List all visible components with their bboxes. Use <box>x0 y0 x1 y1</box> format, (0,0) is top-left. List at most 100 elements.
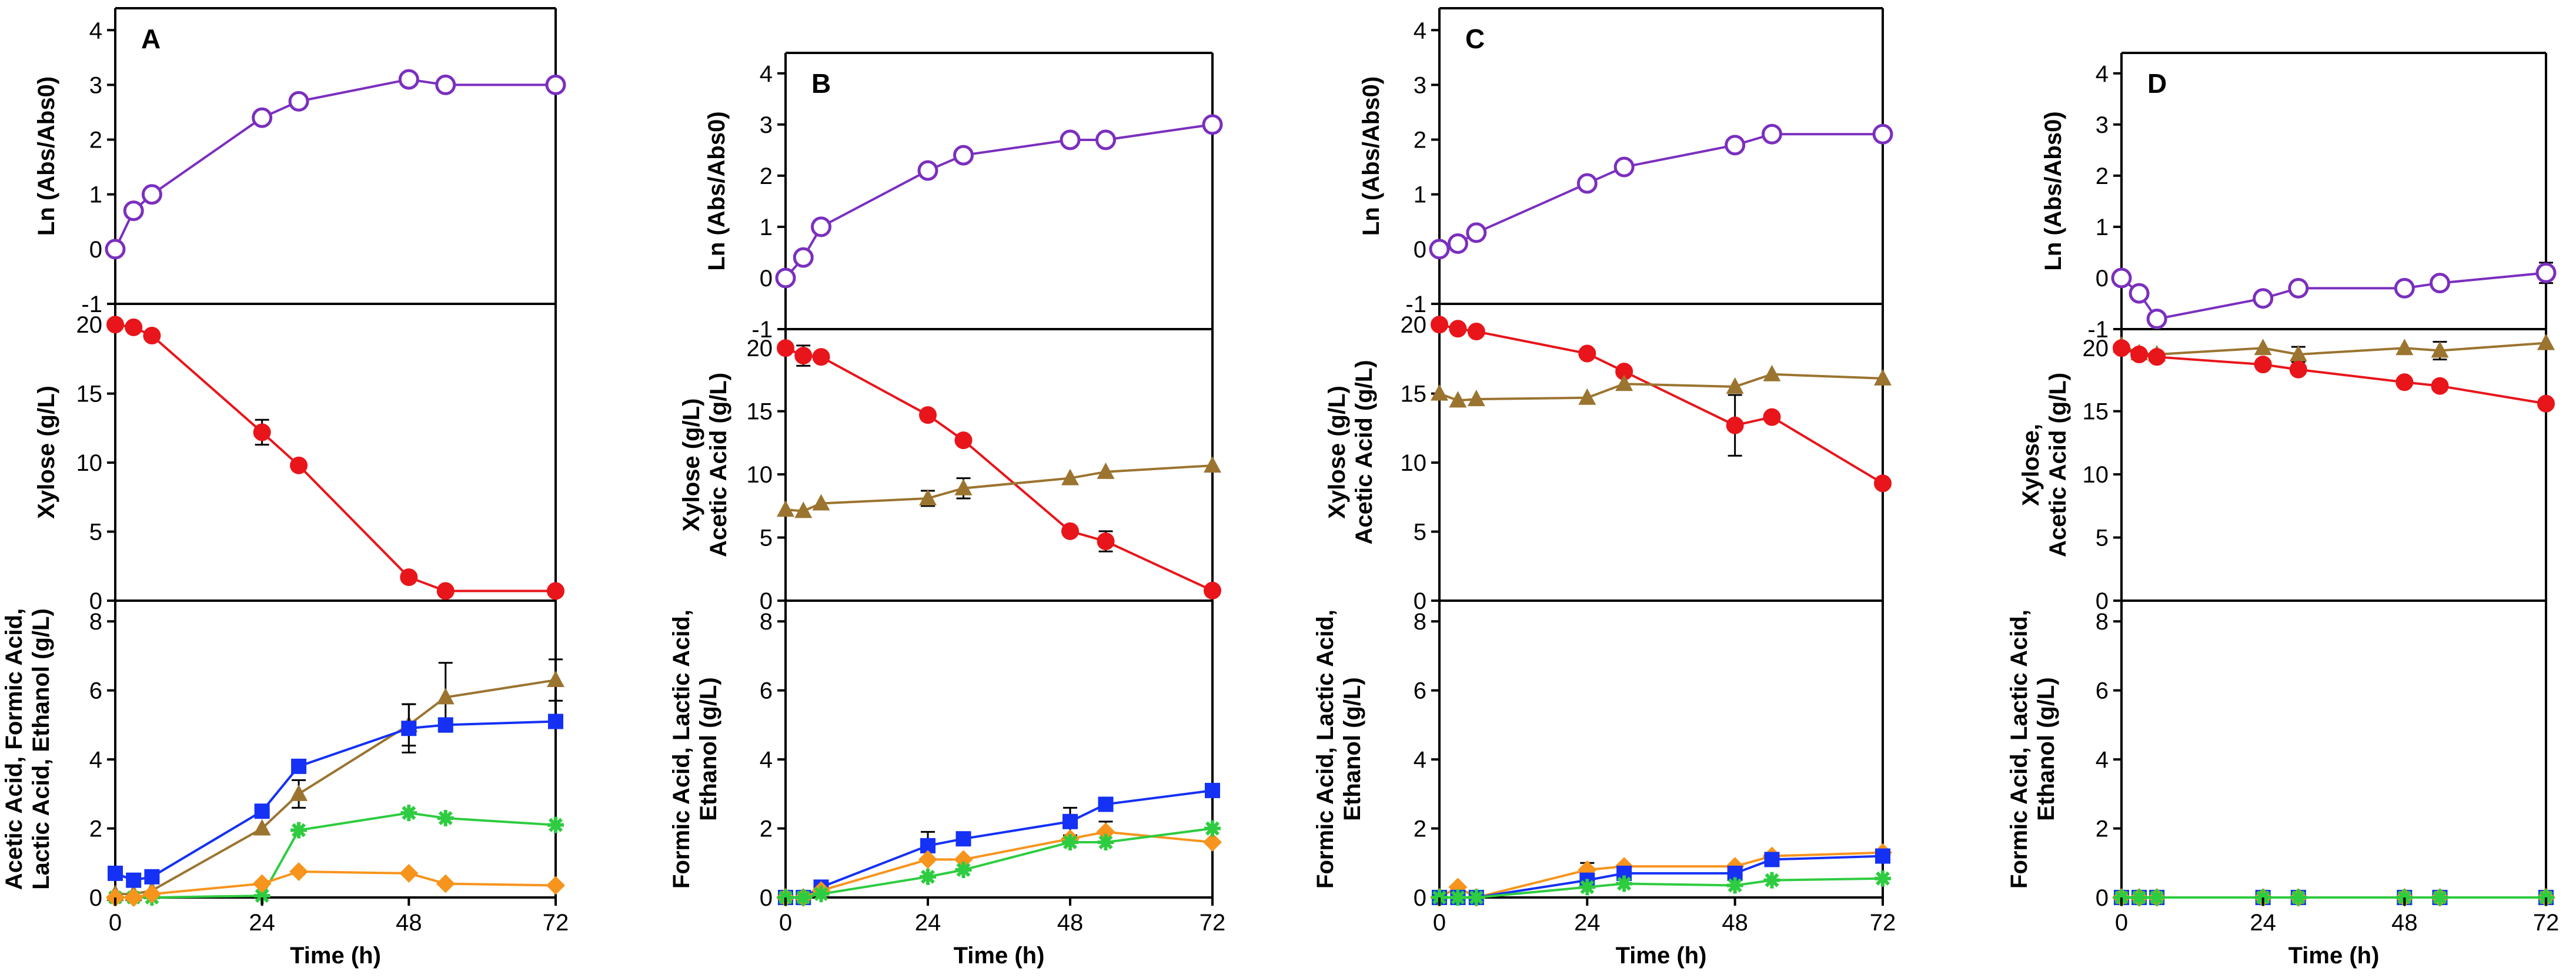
data-point <box>793 247 814 268</box>
data-point <box>1578 388 1596 405</box>
y-tick-label: 1 <box>2096 215 2109 240</box>
data-point <box>1467 322 1485 340</box>
y-tick-label: 0 <box>760 266 773 292</box>
data-point <box>1205 782 1220 798</box>
data-point <box>2253 288 2274 309</box>
data-point <box>954 478 973 495</box>
data-point <box>398 69 419 90</box>
data-point <box>795 889 812 906</box>
data-point <box>2535 262 2557 283</box>
y-tick-label: 0 <box>1414 237 1426 263</box>
y-tick-label: 2 <box>2096 816 2109 842</box>
data-point <box>1431 384 1448 401</box>
data-point <box>1449 889 1466 906</box>
data-point <box>2131 889 2148 906</box>
x-axis-title: Time (h) <box>290 943 381 969</box>
data-point <box>400 568 418 587</box>
data-point <box>1763 408 1781 426</box>
y-tick-label: 8 <box>2096 609 2109 635</box>
y-tick-label: 3 <box>1414 72 1426 98</box>
x-tick-label: 0 <box>2115 910 2128 936</box>
subplot-D-2: 0 5 10 15 20 Xylose, Acetic Acid (g/L) <box>2018 329 2555 614</box>
y-tick-label: 10 <box>2083 462 2109 488</box>
y-axis-title: Ln (Abs/Abs0) <box>1358 76 1384 236</box>
x-tick-label: 48 <box>1057 910 1084 936</box>
series-lactic-acid <box>107 805 564 906</box>
y-tick-label: 2 <box>760 816 773 842</box>
data-point <box>918 850 937 869</box>
data-point <box>141 184 162 205</box>
y-tick-label: 15 <box>747 399 773 425</box>
y-axis-title: Acetic Acid, Formic Acid, <box>1 608 27 890</box>
series-line <box>1439 877 1883 899</box>
data-point <box>794 347 813 365</box>
data-point <box>2431 889 2448 906</box>
y-tick-label: 8 <box>1414 609 1426 635</box>
data-point <box>1578 344 1596 363</box>
subplot-C-1: -1 0 1 2 3 4 Ln (Abs/Abs0) <box>1358 7 1893 317</box>
data-point <box>436 874 455 893</box>
data-point <box>2395 373 2414 391</box>
data-point <box>2149 889 2166 906</box>
data-point <box>1061 522 1079 540</box>
data-point <box>123 200 144 222</box>
series-line <box>115 323 556 592</box>
data-point <box>794 501 813 518</box>
data-point <box>1874 474 1892 493</box>
series-formic-acid <box>778 782 1220 905</box>
series-line <box>115 720 556 882</box>
data-point <box>546 876 565 895</box>
series-line <box>2121 347 2547 405</box>
data-point <box>1764 852 1780 868</box>
data-point <box>2537 394 2555 413</box>
data-point <box>1060 129 1081 150</box>
data-point <box>436 582 455 600</box>
y-tick-label: 0 <box>2096 885 2109 911</box>
data-point <box>2537 333 2555 350</box>
y-tick-label: 4 <box>89 18 102 43</box>
subplot-A-2: 0 5 10 15 20 Xylose (g/L) <box>34 304 564 614</box>
y-axis-title: Xylose (g/L) <box>679 398 704 532</box>
data-point <box>1097 462 1115 479</box>
y-tick-label: 8 <box>89 609 102 635</box>
data-point <box>2113 339 2130 357</box>
subplot-D-1: -1 0 1 2 3 4 Ln (Abs/Abs0) <box>2040 52 2557 343</box>
series-ethanol <box>106 862 565 907</box>
y-tick-label: 5 <box>760 525 773 551</box>
x-tick-label: 72 <box>543 910 569 936</box>
x-axis-title: Time (h) <box>2288 943 2380 969</box>
data-point <box>142 885 162 904</box>
series-ln-abs-abs0- <box>775 114 1223 289</box>
y-axis-title: Formic Acid, Lactic Acid, <box>2006 609 2032 889</box>
data-point <box>1613 156 1635 177</box>
data-point <box>437 809 454 826</box>
y-tick-label: 3 <box>760 112 773 138</box>
y-tick-label: 6 <box>1414 678 1426 704</box>
x-tick-label: 72 <box>2533 910 2560 936</box>
data-point <box>126 872 142 888</box>
y-tick-label: 0 <box>1414 885 1426 911</box>
y-axis-title: Ethanol (g/L) <box>2033 677 2059 820</box>
x-tick-label: 24 <box>1574 910 1601 936</box>
y-tick-label: 2 <box>760 163 773 189</box>
x-axis-title: Time (h) <box>954 943 1045 969</box>
data-point <box>955 862 972 879</box>
x-tick-label: 24 <box>249 910 275 936</box>
data-point <box>1467 390 1485 407</box>
series-line <box>786 827 1213 899</box>
y-axis-title: Lactic Acid, Ethanol (g/L) <box>28 608 54 890</box>
y-tick-label: 5 <box>89 520 102 545</box>
data-point <box>1725 135 1746 156</box>
y-tick-label: 4 <box>1414 747 1426 773</box>
subplot-A-1: -1 0 1 2 3 4 Ln (Abs/Abs0) <box>34 7 566 317</box>
y-tick-label: 6 <box>760 678 773 704</box>
y-tick-label: 4 <box>1414 18 1426 43</box>
series-ethanol <box>776 820 1222 907</box>
series-line <box>115 870 556 899</box>
data-point <box>1204 456 1221 473</box>
